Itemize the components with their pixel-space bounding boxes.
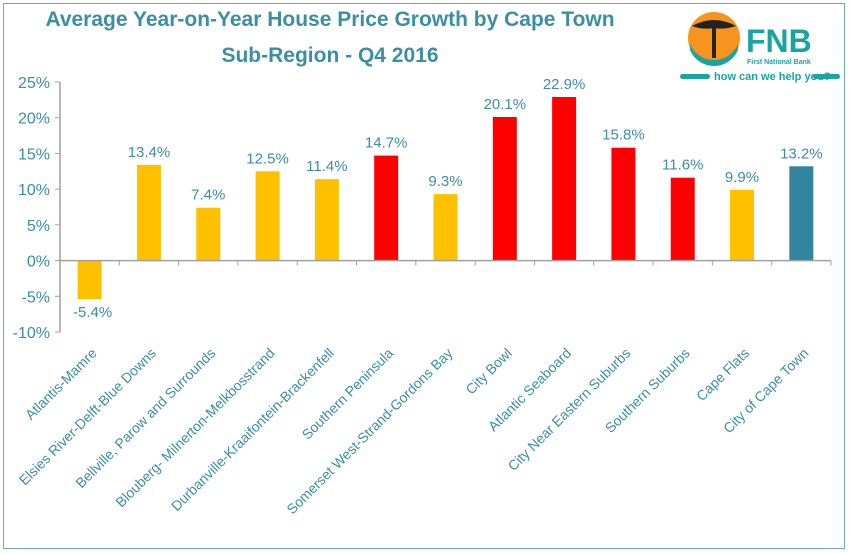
logo-tree-icon bbox=[692, 20, 736, 29]
logo-subtitle: First National Bank bbox=[747, 59, 811, 66]
bar bbox=[670, 177, 695, 261]
data-label: -5.4% bbox=[73, 304, 112, 321]
data-label: 11.6% bbox=[662, 157, 703, 174]
y-tick-label: 10% bbox=[18, 182, 50, 199]
data-label: 11.4% bbox=[306, 158, 347, 175]
bar bbox=[196, 207, 221, 261]
data-label: 20.1% bbox=[484, 96, 527, 113]
bar bbox=[730, 189, 755, 261]
data-label: 22.9% bbox=[543, 76, 586, 93]
bar bbox=[789, 166, 814, 261]
bar bbox=[492, 117, 517, 261]
data-label: 7.4% bbox=[191, 187, 225, 204]
data-label: 15.8% bbox=[602, 127, 645, 144]
y-tick-label: 15% bbox=[18, 146, 50, 163]
bar bbox=[136, 164, 161, 261]
data-label: 9.3% bbox=[428, 173, 462, 190]
bar bbox=[314, 179, 339, 261]
bar bbox=[552, 97, 577, 261]
logo-tagline: how can we help you? bbox=[714, 71, 831, 83]
data-label: 9.9% bbox=[725, 169, 759, 186]
y-tick-label: 0% bbox=[27, 254, 50, 271]
data-label: 13.4% bbox=[128, 144, 171, 161]
y-tick-label: -10% bbox=[13, 325, 50, 342]
data-label: 12.5% bbox=[246, 150, 289, 167]
chart-title-line2: Sub-Region - Q4 2016 bbox=[221, 44, 439, 67]
bar bbox=[433, 194, 458, 261]
x-tick-label: City Bowl bbox=[462, 345, 515, 398]
chart-title-line1: Average Year-on-Year House Price Growth … bbox=[45, 8, 615, 31]
data-label: 13.2% bbox=[780, 145, 823, 162]
y-tick-label: 25% bbox=[18, 75, 50, 92]
bar bbox=[611, 147, 636, 261]
data-label: 14.7% bbox=[365, 135, 408, 152]
bar bbox=[255, 171, 280, 261]
y-tick-label: 5% bbox=[27, 218, 50, 235]
y-tick-label: -5% bbox=[22, 289, 50, 306]
fnb-logo: FNB First National Bank how can we help … bbox=[680, 12, 840, 83]
chart-frame bbox=[3, 3, 845, 549]
logo-brand: FNB bbox=[746, 23, 812, 59]
bar bbox=[77, 260, 102, 300]
x-tick-label: City Near Eastern Suburbs bbox=[504, 345, 633, 474]
y-tick-label: 20% bbox=[18, 111, 50, 128]
x-tick-label: Cape Flats bbox=[693, 345, 752, 404]
bar bbox=[374, 155, 399, 261]
